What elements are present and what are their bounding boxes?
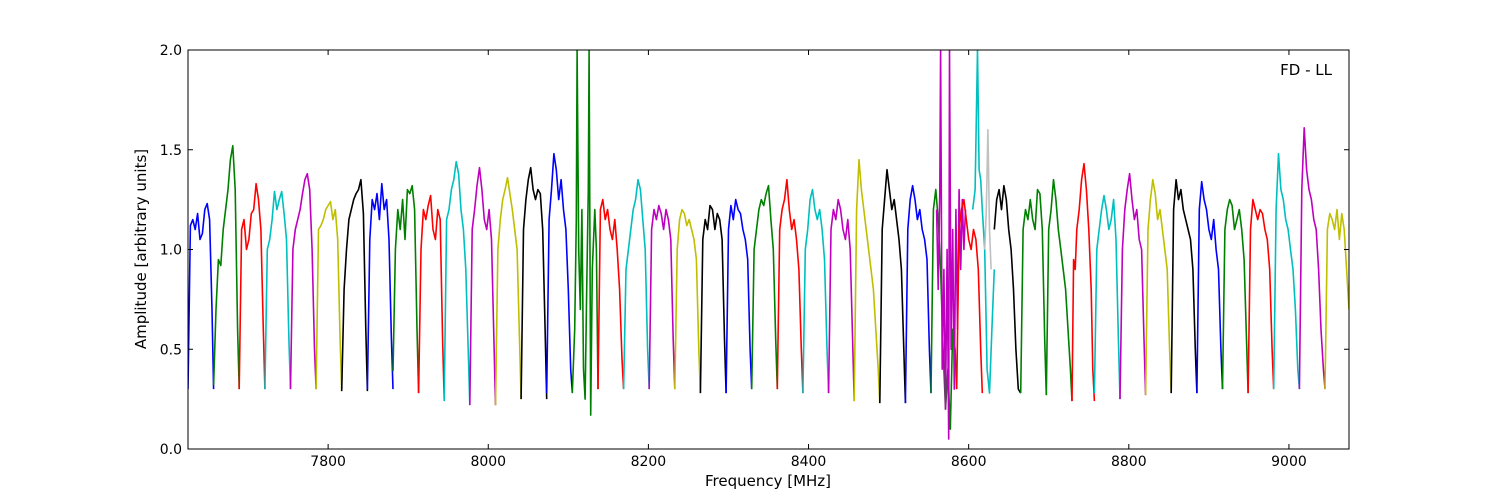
series-line-21 xyxy=(725,198,753,394)
plot-frame xyxy=(187,49,1350,450)
series-line-24 xyxy=(802,188,830,394)
y-tick-label: 1.0 xyxy=(160,243,182,259)
series-line-45 xyxy=(1298,127,1326,390)
series-line-4 xyxy=(289,172,317,390)
series-line-30 xyxy=(935,50,967,440)
x-tick-label: 9000 xyxy=(1271,454,1307,470)
x-tick-label: 8800 xyxy=(1111,454,1147,470)
series-line-38 xyxy=(1119,172,1147,400)
series-line-6 xyxy=(340,178,369,392)
series-layer xyxy=(188,50,1349,440)
series-line-16 xyxy=(597,198,625,390)
series-line-43 xyxy=(1247,198,1275,394)
series-line-37 xyxy=(1093,194,1121,400)
series-line-44 xyxy=(1272,152,1301,390)
series-line-22 xyxy=(750,184,779,390)
series-line-23 xyxy=(776,178,804,394)
series-line-14 xyxy=(545,152,574,394)
x-axis-ticks: 7800 8000 8200 8400 8600 8800 9000 xyxy=(310,50,1307,470)
series-line-15 xyxy=(571,50,599,416)
series-line-8 xyxy=(392,184,420,394)
series-line-13 xyxy=(520,166,548,400)
x-tick-label: 8600 xyxy=(951,454,987,470)
series-line-39 xyxy=(1144,178,1172,396)
series-line-42 xyxy=(1221,198,1249,394)
series-line-0 xyxy=(188,202,215,390)
series-line-5 xyxy=(315,200,343,392)
series-line-10 xyxy=(443,160,471,406)
series-line-34 xyxy=(1019,188,1048,396)
x-axis-label: Frequency [MHz] xyxy=(705,472,831,490)
series-line-18 xyxy=(648,204,676,390)
series-line-11 xyxy=(469,166,497,406)
series-line-12 xyxy=(494,176,522,406)
series-line-7 xyxy=(366,182,394,390)
series-line-19 xyxy=(674,208,702,394)
series-line-26 xyxy=(853,158,881,404)
series-line-20 xyxy=(699,204,727,394)
series-line-35 xyxy=(1045,178,1073,402)
series-line-33 xyxy=(993,184,1022,394)
x-tick-label: 8400 xyxy=(791,454,827,470)
series-line-46 xyxy=(1324,208,1349,390)
series-line-47 xyxy=(983,129,992,270)
series-line-40 xyxy=(1170,178,1198,394)
series-line-25 xyxy=(827,198,855,402)
y-axis-label: Amplitude [arbitrary units] xyxy=(132,149,150,349)
series-line-41 xyxy=(1196,180,1224,394)
y-tick-label: 0.0 xyxy=(160,442,182,458)
series-line-1 xyxy=(212,145,240,390)
series-line-17 xyxy=(622,178,650,390)
series-line-36 xyxy=(1071,162,1096,402)
series-line-32 xyxy=(971,50,996,394)
series-line-31 xyxy=(955,198,984,394)
series-line-27 xyxy=(879,168,907,404)
series-line-2 xyxy=(238,182,266,390)
x-tick-label: 8200 xyxy=(631,454,667,470)
series-line-28 xyxy=(904,184,932,404)
y-tick-label: 0.5 xyxy=(160,342,182,358)
y-tick-label: 1.5 xyxy=(160,143,182,159)
series-line-9 xyxy=(417,194,445,400)
series-line-3 xyxy=(264,190,292,390)
y-axis-ticks: 0.0 0.5 1.0 1.5 2.0 xyxy=(160,43,1349,458)
x-tick-label: 8000 xyxy=(470,454,506,470)
annotation-label: FD - LL xyxy=(1280,61,1332,79)
x-tick-label: 7800 xyxy=(310,454,346,470)
y-tick-label: 2.0 xyxy=(160,43,182,59)
